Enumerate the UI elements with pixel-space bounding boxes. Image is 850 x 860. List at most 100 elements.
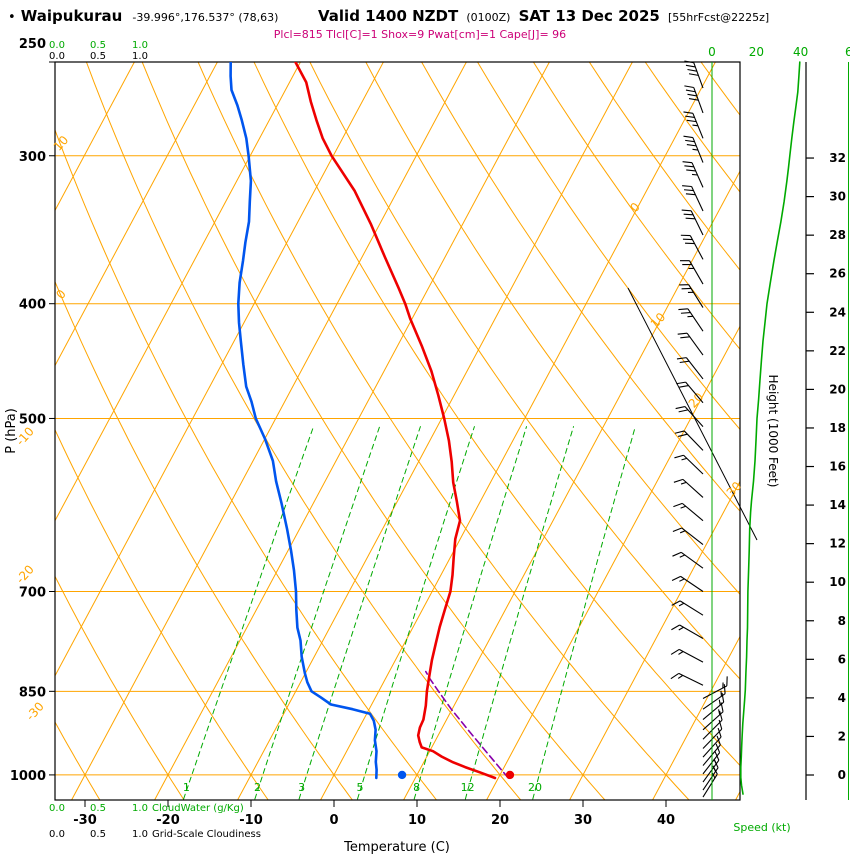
wind-barb	[681, 209, 704, 236]
wind-barb	[679, 284, 704, 308]
svg-text:40: 40	[793, 45, 808, 59]
svg-text:26: 26	[829, 267, 846, 281]
svg-text:30: 30	[574, 813, 592, 828]
wind-barb	[702, 710, 723, 740]
svg-text:2: 2	[254, 781, 261, 794]
svg-text:0.5: 0.5	[90, 40, 106, 51]
station-name: Waipukurau	[20, 7, 123, 25]
svg-text:10: 10	[829, 575, 846, 589]
svg-text:20: 20	[528, 781, 542, 794]
wind-barb	[673, 502, 704, 522]
parcel-path	[425, 670, 510, 779]
svg-text:30: 30	[829, 190, 846, 204]
wind-barb	[674, 454, 704, 475]
wind-barb	[671, 600, 704, 616]
wind-barb	[702, 676, 728, 700]
svg-text:10: 10	[408, 813, 426, 828]
svg-text:Grid-Scale Cloudiness: Grid-Scale Cloudiness	[152, 829, 261, 840]
svg-text:16: 16	[829, 460, 846, 474]
svg-text:0.5: 0.5	[90, 51, 106, 62]
svg-text:20: 20	[491, 813, 509, 828]
surface-temperature-dot	[505, 770, 515, 780]
svg-text:28: 28	[829, 228, 846, 242]
svg-text:40: 40	[657, 813, 675, 828]
wind-barb	[676, 357, 704, 380]
surface-dewpoint-dot	[397, 770, 407, 780]
wind-barb	[672, 527, 704, 546]
wind-barb	[680, 234, 704, 260]
wind-barb	[675, 406, 704, 427]
svg-text:-10: -10	[239, 813, 263, 828]
wind-barb	[702, 692, 725, 721]
wind-barb	[682, 185, 704, 212]
svg-text:4: 4	[838, 691, 846, 705]
wind-barb	[676, 381, 704, 404]
svg-text:32: 32	[829, 151, 846, 165]
svg-text:500: 500	[19, 412, 46, 427]
station-coords: -39.996°,176.537° (78,63)	[132, 11, 279, 24]
wind-barb	[671, 624, 704, 639]
svg-text:300: 300	[19, 150, 46, 165]
svg-text:400: 400	[19, 298, 46, 313]
svg-text:-30: -30	[23, 699, 47, 723]
svg-text:Speed (kt): Speed (kt)	[733, 821, 790, 834]
svg-text:1.0: 1.0	[132, 40, 148, 51]
wind-barbs	[670, 60, 728, 798]
svg-text:1.0: 1.0	[132, 803, 148, 814]
valid-time: Valid 1400 NZDT	[318, 7, 459, 25]
temperature-curve	[294, 62, 497, 780]
wind-barb	[680, 260, 704, 285]
wind-barb	[702, 702, 724, 731]
svg-text:1.0: 1.0	[132, 829, 148, 840]
wind-barb	[683, 135, 704, 163]
svg-text:CloudWater (g/Kg): CloudWater (g/Kg)	[152, 803, 244, 814]
valid-zulu-time: (0100Z)	[466, 11, 511, 24]
svg-text:0.5: 0.5	[90, 829, 106, 840]
wind-barb	[672, 551, 704, 569]
svg-text:0.5: 0.5	[90, 803, 106, 814]
svg-text:22: 22	[829, 344, 846, 358]
svg-text:1: 1	[183, 781, 190, 794]
wind-barb	[674, 430, 704, 451]
svg-text:0: 0	[838, 768, 846, 782]
svg-text:Temperature (C): Temperature (C)	[343, 840, 450, 855]
diagonal-reference-line	[627, 287, 758, 541]
forecast-reference: [55hrFcst@2225z]	[667, 11, 770, 24]
wind-barb	[682, 161, 704, 188]
svg-text:12: 12	[461, 781, 475, 794]
wind-barb	[683, 111, 704, 139]
svg-text:0: 0	[329, 813, 338, 828]
parameters-line: Plcl=815 Tlcl[C]=1 Shox=9 Pwat[cm]=1 Cap…	[273, 28, 567, 41]
svg-text:6: 6	[838, 652, 846, 666]
svg-text:8: 8	[838, 614, 846, 628]
dry-adiabat-lines	[55, 62, 740, 800]
wind-barb	[670, 648, 704, 663]
svg-text:14: 14	[829, 498, 846, 512]
svg-text:60: 60	[845, 45, 850, 59]
svg-text:0.0: 0.0	[49, 40, 65, 51]
wind-barb	[677, 332, 704, 356]
svg-text:-20: -20	[13, 562, 37, 586]
plot-frame	[54, 61, 758, 801]
svg-text:0: 0	[708, 45, 716, 59]
svg-text:5: 5	[357, 781, 364, 794]
svg-text:3: 3	[298, 781, 305, 794]
valid-date: SAT 13 Dec 2025	[518, 7, 660, 25]
svg-text:-30: -30	[73, 813, 97, 828]
station-bullet: •	[8, 10, 16, 25]
wind-barb	[684, 60, 704, 89]
svg-text:2: 2	[838, 729, 846, 743]
svg-text:20: 20	[829, 382, 846, 396]
wind-barb	[678, 308, 704, 332]
profile-curves	[229, 62, 515, 780]
svg-text:24: 24	[829, 305, 846, 319]
wind-barb	[684, 85, 704, 114]
dewpoint-curve	[229, 62, 378, 780]
wind-barb	[702, 765, 718, 798]
svg-text:10: 10	[648, 310, 669, 331]
svg-text:250: 250	[19, 37, 46, 52]
svg-text:8: 8	[413, 781, 420, 794]
